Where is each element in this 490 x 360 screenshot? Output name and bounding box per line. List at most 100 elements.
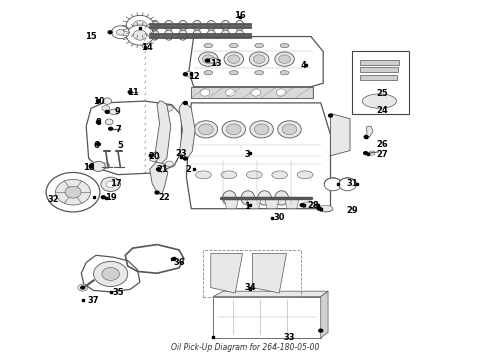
Circle shape xyxy=(55,179,91,205)
Circle shape xyxy=(183,157,187,160)
Circle shape xyxy=(126,25,154,45)
Text: 23: 23 xyxy=(176,149,187,158)
Circle shape xyxy=(278,121,301,138)
Bar xyxy=(352,51,409,114)
Ellipse shape xyxy=(258,191,271,205)
Circle shape xyxy=(318,207,321,210)
Ellipse shape xyxy=(193,30,201,40)
Ellipse shape xyxy=(150,21,159,31)
Polygon shape xyxy=(155,101,171,164)
Ellipse shape xyxy=(272,171,288,179)
Circle shape xyxy=(106,181,115,188)
Circle shape xyxy=(102,267,120,280)
Ellipse shape xyxy=(222,191,236,205)
Ellipse shape xyxy=(221,171,237,179)
Ellipse shape xyxy=(164,30,173,40)
Circle shape xyxy=(198,52,218,66)
Text: 10: 10 xyxy=(93,96,104,105)
Text: 19: 19 xyxy=(105,193,117,202)
Polygon shape xyxy=(321,291,328,338)
Circle shape xyxy=(364,135,368,138)
Text: 13: 13 xyxy=(210,59,221,68)
Circle shape xyxy=(183,102,187,104)
Ellipse shape xyxy=(235,21,244,31)
Text: 33: 33 xyxy=(283,333,294,342)
Text: 16: 16 xyxy=(234,10,246,19)
Circle shape xyxy=(250,121,273,138)
Circle shape xyxy=(65,186,81,198)
Text: 22: 22 xyxy=(158,193,170,202)
Circle shape xyxy=(254,124,269,135)
Text: 36: 36 xyxy=(173,258,185,267)
Circle shape xyxy=(275,52,294,66)
Circle shape xyxy=(202,55,214,63)
Ellipse shape xyxy=(207,30,216,40)
Ellipse shape xyxy=(246,171,262,179)
Circle shape xyxy=(133,30,147,40)
Circle shape xyxy=(158,166,166,172)
Circle shape xyxy=(102,163,110,168)
Ellipse shape xyxy=(150,30,159,40)
Circle shape xyxy=(46,172,100,212)
Circle shape xyxy=(300,204,304,207)
Circle shape xyxy=(319,329,323,332)
Text: 15: 15 xyxy=(85,32,97,41)
Ellipse shape xyxy=(109,109,119,114)
Circle shape xyxy=(149,154,153,157)
Circle shape xyxy=(89,165,93,168)
Polygon shape xyxy=(150,162,168,194)
Bar xyxy=(203,250,301,297)
Circle shape xyxy=(78,284,88,291)
Text: 21: 21 xyxy=(156,165,168,174)
Text: 4: 4 xyxy=(301,61,307,70)
Circle shape xyxy=(364,152,368,154)
Text: 29: 29 xyxy=(347,206,358,215)
Text: 12: 12 xyxy=(188,72,199,81)
Text: 11: 11 xyxy=(127,87,139,96)
Polygon shape xyxy=(150,151,159,162)
Polygon shape xyxy=(285,200,299,209)
Text: 7: 7 xyxy=(115,125,121,134)
Polygon shape xyxy=(265,200,279,209)
Bar xyxy=(360,59,399,65)
Circle shape xyxy=(94,261,128,287)
Ellipse shape xyxy=(193,21,201,31)
Circle shape xyxy=(225,89,235,96)
Circle shape xyxy=(133,21,147,31)
Ellipse shape xyxy=(280,71,289,75)
Text: 24: 24 xyxy=(376,105,388,114)
Ellipse shape xyxy=(241,191,255,205)
Circle shape xyxy=(126,15,154,36)
Text: 20: 20 xyxy=(149,152,160,161)
Polygon shape xyxy=(186,103,331,209)
Circle shape xyxy=(198,124,213,135)
Circle shape xyxy=(103,98,112,104)
Polygon shape xyxy=(247,200,261,209)
Circle shape xyxy=(165,105,173,111)
Circle shape xyxy=(105,119,113,125)
Text: 26: 26 xyxy=(376,140,388,149)
Circle shape xyxy=(128,91,132,94)
Circle shape xyxy=(282,124,297,135)
Text: 5: 5 xyxy=(118,141,123,150)
Circle shape xyxy=(105,111,109,113)
Circle shape xyxy=(226,124,241,135)
Circle shape xyxy=(97,143,100,145)
Ellipse shape xyxy=(208,58,218,63)
Text: 17: 17 xyxy=(110,179,122,188)
Ellipse shape xyxy=(204,71,213,75)
Circle shape xyxy=(185,71,193,77)
Polygon shape xyxy=(331,113,350,156)
Ellipse shape xyxy=(255,44,264,48)
Circle shape xyxy=(92,161,105,171)
Circle shape xyxy=(224,52,244,66)
Polygon shape xyxy=(81,255,140,292)
Polygon shape xyxy=(252,253,287,293)
Ellipse shape xyxy=(221,21,230,31)
Text: 27: 27 xyxy=(376,150,388,159)
Text: 32: 32 xyxy=(48,195,59,204)
Text: 28: 28 xyxy=(308,201,319,210)
Text: 1: 1 xyxy=(245,202,250,211)
Ellipse shape xyxy=(178,21,187,31)
Circle shape xyxy=(194,121,218,138)
